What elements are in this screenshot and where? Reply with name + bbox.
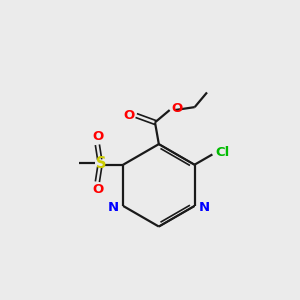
- Text: O: O: [171, 102, 182, 115]
- Text: N: N: [199, 201, 210, 214]
- Text: S: S: [96, 156, 106, 171]
- Text: Cl: Cl: [215, 146, 230, 159]
- Text: N: N: [108, 201, 119, 214]
- Text: O: O: [123, 109, 135, 122]
- Text: O: O: [92, 130, 103, 143]
- Text: O: O: [92, 183, 103, 196]
